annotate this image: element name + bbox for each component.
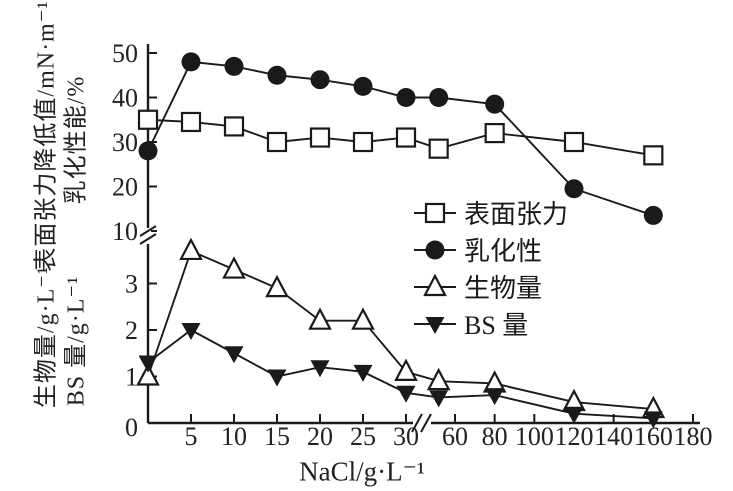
filled-triangle-down-marker-icon [224,346,244,364]
y-axis-break-gap [145,228,151,244]
filled-triangle-down-marker-icon [425,316,445,334]
x-tick-label: 25 [350,422,376,451]
x-tick-label: 80 [482,422,508,451]
y-tick-label: 2 [125,316,138,345]
x-tick-label: 100 [515,422,554,451]
y-tick-label: 20 [112,173,138,202]
filled-triangle-down-marker-icon [310,360,330,378]
open-square-marker-icon [266,131,288,153]
filled-circle-marker-icon [181,52,201,72]
open-triangle-marker-icon [179,237,203,261]
series-emulsification [138,52,663,225]
x-tick-label: 5 [185,422,198,451]
y-tick-label: 40 [112,84,138,113]
legend-label: 生物量 [464,274,543,303]
filled-triangle-down-marker-icon [181,323,201,340]
filled-circle-marker-icon [425,240,445,259]
open-triangle-marker-icon [412,273,458,301]
y-axis-label-emulsification: 乳化性能/% [63,75,90,205]
open-square-marker-icon [223,116,245,137]
y-axis-break-slash [139,233,157,245]
filled-circle-marker-icon [396,88,416,107]
filled-circle-marker-icon [353,76,373,96]
series-bs-amount [138,323,663,429]
legend-marker-svg [414,316,456,334]
origin-label: 0 [125,413,138,442]
x-axis-break-slash [411,413,423,433]
y-axis-label-bs-amount: BS 量/g·L⁻¹ [63,275,90,407]
open-square-marker-icon [309,127,331,148]
filled-triangle-down-marker-icon [485,388,505,406]
y-axis-break-slash [139,225,157,237]
legend-item-biomass: 生物量 [412,268,568,305]
open-square-marker-icon [428,138,449,159]
y-tick-label: 50 [112,39,138,68]
y-tick-label: 30 [112,128,138,157]
open-triangle-marker-icon [394,358,418,381]
series-surface-tension [137,109,664,166]
filled-circle-marker-icon [310,70,330,90]
open-square-marker-icon [412,199,458,227]
filled-circle-marker-icon [412,236,458,264]
filled-triangle-down-marker-icon [429,390,449,408]
open-triangle-marker-icon [351,307,375,330]
x-tick-label: 10 [221,422,247,451]
filled-circle-marker-icon [564,179,584,199]
x-tick-label: 140 [594,422,633,451]
series-line [147,249,654,410]
open-square-marker-icon [563,131,585,153]
legend-label: 表面张力 [464,200,569,229]
filled-triangle-down-marker-icon [412,310,458,338]
open-square-marker-icon [137,109,159,130]
filled-triangle-down-marker-icon [353,364,373,382]
x-axis-break-slash [420,413,432,433]
axis-break-marks [139,225,432,433]
legend-marker-svg [414,202,456,223]
filled-triangle-down-marker-icon [267,369,287,387]
x-tick-label: 20 [307,422,333,451]
open-square-marker-icon [395,127,417,148]
filled-circle-marker-icon [643,205,663,225]
legend-item-emulsification: 乳化性 [412,231,568,268]
filled-triangle-down-marker-icon [643,411,663,429]
open-triangle-marker-icon [308,307,332,330]
x-axis-break-gap [413,420,431,426]
x-tick-label: 15 [264,422,290,451]
open-square-marker-icon [424,202,446,223]
open-triangle-marker-icon [265,274,289,298]
x-axis-label: NaCl/g·L⁻¹ [299,456,425,487]
open-square-marker-icon [484,122,505,144]
filled-circle-marker-icon [429,88,449,107]
open-triangle-marker-icon [136,363,160,386]
chart-legend: 表面张力 乳化性 生物量 BS 量 [412,194,568,342]
legend-marker-svg [414,240,456,259]
x-tick-label: 120 [555,422,594,451]
open-triangle-marker-icon [426,367,451,391]
filled-circle-marker-icon [485,94,505,114]
legend-item-surface-tension: 表面张力 [412,194,568,231]
open-square-marker-icon [352,131,374,153]
y-tick-label: 3 [125,270,138,299]
open-triangle-marker-icon [423,273,447,296]
legend-label: BS 量 [464,311,529,340]
x-tick-label: 180 [674,422,713,451]
open-triangle-marker-icon [222,256,246,279]
filled-triangle-down-marker-icon [396,385,416,403]
open-square-marker-icon [180,111,202,133]
filled-triangle-down-marker-icon [564,406,584,424]
filled-triangle-down-marker-icon [138,355,158,373]
filled-circle-marker-icon [267,65,287,85]
filled-circle-marker-icon [138,141,158,161]
legend-label: 乳化性 [464,237,543,266]
x-tick-label: 60 [442,422,468,451]
legend-marker-svg [414,273,456,296]
y-tick-label: 10 [112,217,138,246]
filled-circle-marker-icon [224,56,244,76]
y-tick-label: 1 [125,363,138,392]
legend-item-bs-amount: BS 量 [412,305,568,342]
open-square-marker-icon [643,145,664,166]
